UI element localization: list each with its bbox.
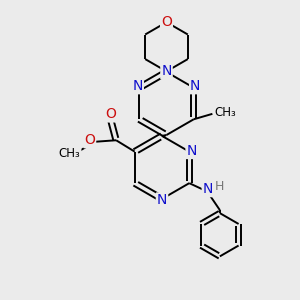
Text: H: H [214,180,224,193]
Text: N: N [157,194,167,207]
Text: CH₃: CH₃ [59,147,80,160]
Text: CH₃: CH₃ [214,106,236,119]
Text: N: N [203,182,213,196]
Text: N: N [190,79,200,93]
Text: N: N [133,79,143,93]
Text: O: O [161,15,172,29]
Text: N: N [161,64,172,78]
Text: N: N [187,144,197,158]
Text: O: O [105,107,116,122]
Text: O: O [84,133,95,147]
